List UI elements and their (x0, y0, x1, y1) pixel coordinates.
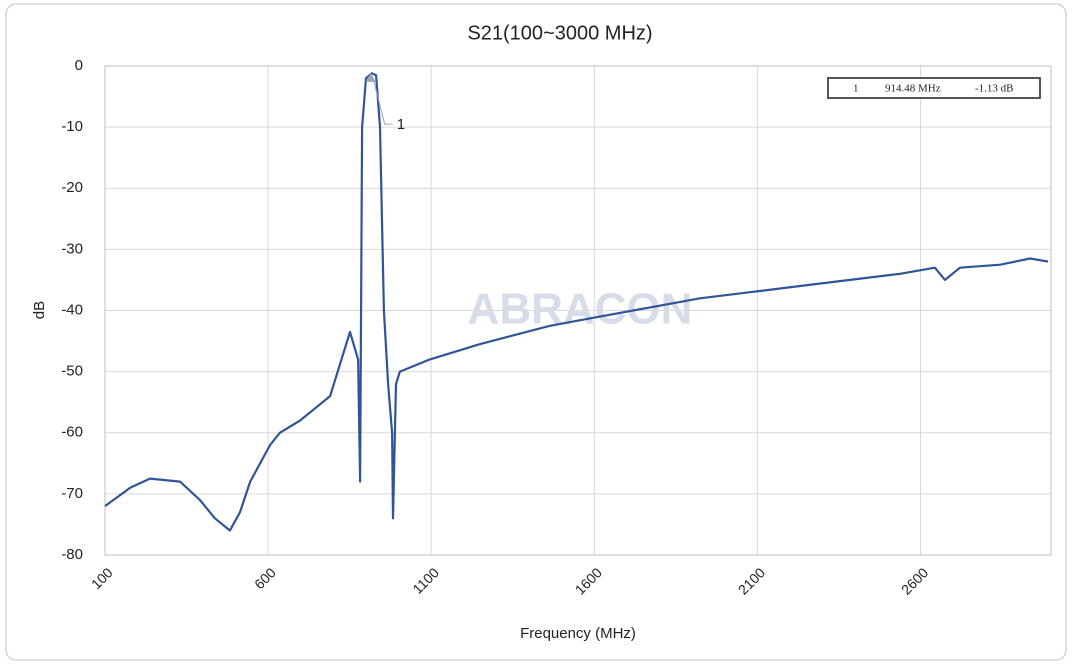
y-tick-label: 0 (75, 57, 83, 74)
marker-leader (373, 80, 393, 125)
chart-title: S21(100~3000 MHz) (467, 22, 652, 44)
marker-table-id: 1 (853, 83, 859, 95)
plot-border (104, 65, 1052, 556)
y-tick-label: -50 (61, 363, 83, 380)
marker-table-value: -1.13 dB (975, 83, 1014, 95)
y-axis-label: dB (31, 301, 48, 319)
y-tick-label: -10 (61, 118, 83, 135)
marker-triangle (365, 72, 376, 82)
data-line (104, 72, 1049, 532)
y-tick-label: -30 (61, 240, 83, 257)
marker-table-freq: 914.48 MHz (885, 83, 941, 95)
y-tick-label: -40 (61, 301, 83, 318)
marker-label: 1 (397, 116, 405, 133)
y-tick-label: -70 (61, 485, 83, 502)
y-tick-label: -80 (61, 546, 83, 563)
chart-frame (5, 3, 1067, 661)
watermark: ABRACON (468, 285, 693, 334)
y-tick-label: -60 (61, 424, 83, 441)
x-axis-label: Frequency (MHz) (520, 625, 636, 642)
y-tick-label: -20 (61, 179, 83, 196)
marker-table (827, 77, 1041, 99)
